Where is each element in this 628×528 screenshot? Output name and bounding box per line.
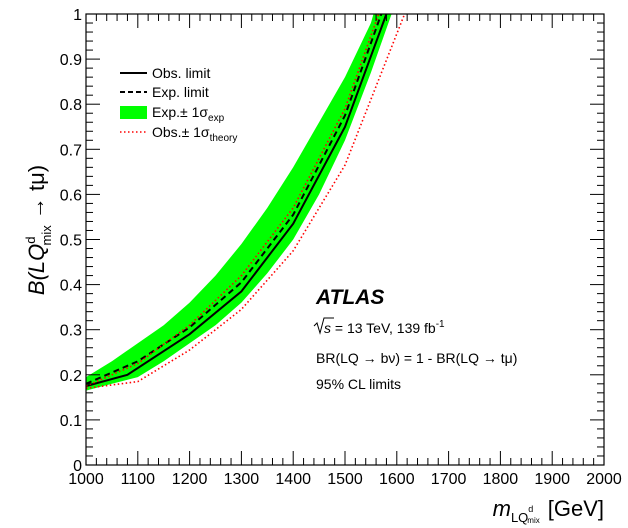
- x-tick-label: 1800: [483, 471, 519, 488]
- y-tick-label: 0.4: [60, 278, 82, 295]
- x-tick-label: 1600: [379, 471, 415, 488]
- y-axis-label: B(LQdmix → tμ): [23, 165, 54, 295]
- obs-theory-line-3: [85, 13, 406, 390]
- y-tick-label: 0.8: [60, 97, 82, 114]
- x-tick-label: 1400: [275, 471, 311, 488]
- y-tick-label: 0: [73, 458, 82, 475]
- band-layer: [86, 14, 392, 391]
- x-tick-label: 2000: [586, 471, 622, 488]
- legend: Obs. limit Exp. limit Exp.± 1σexp Obs.± …: [120, 65, 237, 144]
- legend-label-theory: Obs.± 1σtheory: [152, 124, 237, 144]
- ticks-layer: 1000 1100 1200 1300 1400 1500 1600 1700 1800 1900…: [60, 7, 622, 488]
- x-tick-label: 1300: [224, 471, 260, 488]
- legend-band-swatch: [120, 106, 147, 119]
- exp-limit-line: [85, 13, 383, 385]
- x-tick-label: 1700: [431, 471, 467, 488]
- cl-label: 95% CL limits: [316, 376, 401, 392]
- energy-label: s = 13 TeV, 139 fb-1: [324, 319, 445, 336]
- y-tick-label: 0.7: [60, 142, 82, 159]
- legend-label-band: Exp.± 1σexp: [152, 104, 225, 124]
- annotations: ATLAS s = 13 TeV, 139 fb-1 BR(LQ → bν) =…: [313, 286, 517, 392]
- obs-limit-line: [85, 13, 388, 388]
- y-tick-label: 0.2: [60, 368, 82, 385]
- y-tick-label: 1: [73, 7, 82, 24]
- exp-1sigma-band: [86, 14, 392, 391]
- y-tick-label: 0.5: [60, 233, 82, 250]
- x-tick-label: 1000: [68, 471, 104, 488]
- sqrt-symbol: [313, 317, 334, 335]
- x-tick-label: 1900: [534, 471, 570, 488]
- obs-theory-line-2: [85, 13, 380, 387]
- y-tick-label: 0.6: [60, 187, 82, 204]
- y-tick-label: 0.3: [60, 323, 82, 340]
- atlas-label: ATLAS: [315, 286, 384, 309]
- x-axis-label: mLQd mix [GeV]: [493, 496, 604, 525]
- x-tick-label: 1500: [327, 471, 363, 488]
- y-tick-label: 0.9: [60, 52, 82, 69]
- legend-label-obs: Obs. limit: [152, 65, 210, 81]
- x-tick-label: 1100: [121, 471, 156, 488]
- legend-label-exp: Exp. limit: [152, 84, 209, 100]
- y-tick-label: 0.1: [60, 413, 82, 430]
- lines-layer: [85, 13, 406, 390]
- br-label: BR(LQ → bν) = 1 - BR(LQ → tμ): [316, 350, 517, 366]
- x-tick-label: 1200: [172, 471, 208, 488]
